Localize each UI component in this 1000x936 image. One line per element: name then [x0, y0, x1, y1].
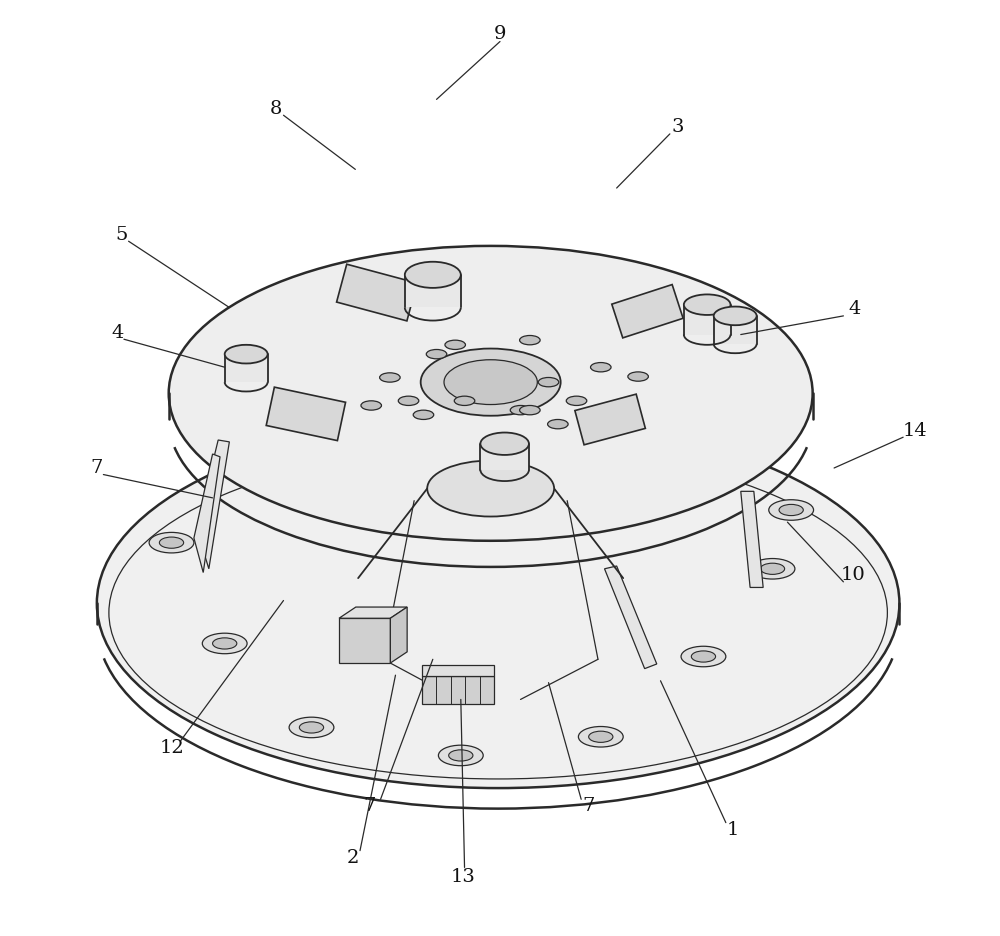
Ellipse shape [289, 717, 334, 738]
Bar [266, 388, 346, 441]
Ellipse shape [413, 410, 434, 419]
Polygon shape [741, 491, 763, 588]
Ellipse shape [427, 461, 554, 517]
Ellipse shape [510, 405, 531, 415]
Text: 12: 12 [159, 739, 184, 757]
Ellipse shape [445, 340, 465, 349]
Bar [684, 305, 731, 334]
Ellipse shape [714, 307, 757, 325]
Ellipse shape [225, 344, 268, 363]
Text: 2: 2 [346, 849, 359, 867]
Bar [612, 285, 683, 338]
Polygon shape [422, 665, 494, 676]
Ellipse shape [169, 246, 813, 541]
Ellipse shape [421, 348, 561, 416]
Polygon shape [339, 607, 407, 619]
Ellipse shape [538, 377, 559, 387]
Ellipse shape [520, 405, 540, 415]
Bar [405, 275, 461, 308]
Ellipse shape [684, 295, 731, 314]
Bar [225, 354, 268, 382]
Ellipse shape [97, 418, 899, 788]
Polygon shape [194, 454, 220, 573]
Text: 5: 5 [116, 226, 128, 243]
Text: 1: 1 [727, 821, 739, 839]
Ellipse shape [454, 396, 475, 405]
Polygon shape [605, 566, 657, 668]
Ellipse shape [159, 537, 184, 548]
Text: 14: 14 [903, 422, 928, 440]
Text: 13: 13 [450, 868, 475, 885]
Bar [575, 394, 645, 445]
Ellipse shape [760, 563, 785, 575]
Text: 7: 7 [91, 459, 103, 477]
Ellipse shape [681, 646, 726, 666]
Ellipse shape [769, 500, 814, 520]
Text: 4: 4 [848, 300, 861, 318]
Ellipse shape [691, 651, 716, 662]
Ellipse shape [566, 396, 587, 405]
Ellipse shape [149, 533, 194, 553]
Bar [339, 619, 390, 663]
Ellipse shape [444, 359, 537, 404]
Ellipse shape [750, 559, 795, 579]
Bar [714, 315, 757, 344]
Bar [480, 444, 529, 470]
Ellipse shape [213, 637, 237, 649]
Text: 7: 7 [582, 797, 595, 815]
Text: 10: 10 [840, 566, 865, 584]
Text: 4: 4 [111, 324, 124, 342]
Ellipse shape [380, 373, 400, 382]
Polygon shape [390, 607, 407, 663]
Ellipse shape [779, 505, 803, 516]
Ellipse shape [578, 726, 623, 747]
Ellipse shape [548, 419, 568, 429]
Ellipse shape [591, 362, 611, 372]
Text: 9: 9 [494, 25, 506, 43]
Text: 3: 3 [671, 118, 684, 137]
Ellipse shape [480, 432, 529, 455]
Ellipse shape [438, 745, 483, 766]
Bar [337, 264, 417, 321]
Ellipse shape [589, 731, 613, 742]
Bar [422, 676, 494, 704]
Ellipse shape [299, 722, 324, 733]
Ellipse shape [520, 335, 540, 344]
Ellipse shape [361, 401, 381, 410]
Text: 8: 8 [270, 100, 282, 118]
Ellipse shape [398, 396, 419, 405]
Text: 7: 7 [363, 797, 376, 815]
Polygon shape [197, 440, 229, 569]
Ellipse shape [405, 262, 461, 288]
Ellipse shape [628, 372, 648, 381]
Ellipse shape [202, 633, 247, 653]
Ellipse shape [449, 750, 473, 761]
Ellipse shape [426, 349, 447, 358]
